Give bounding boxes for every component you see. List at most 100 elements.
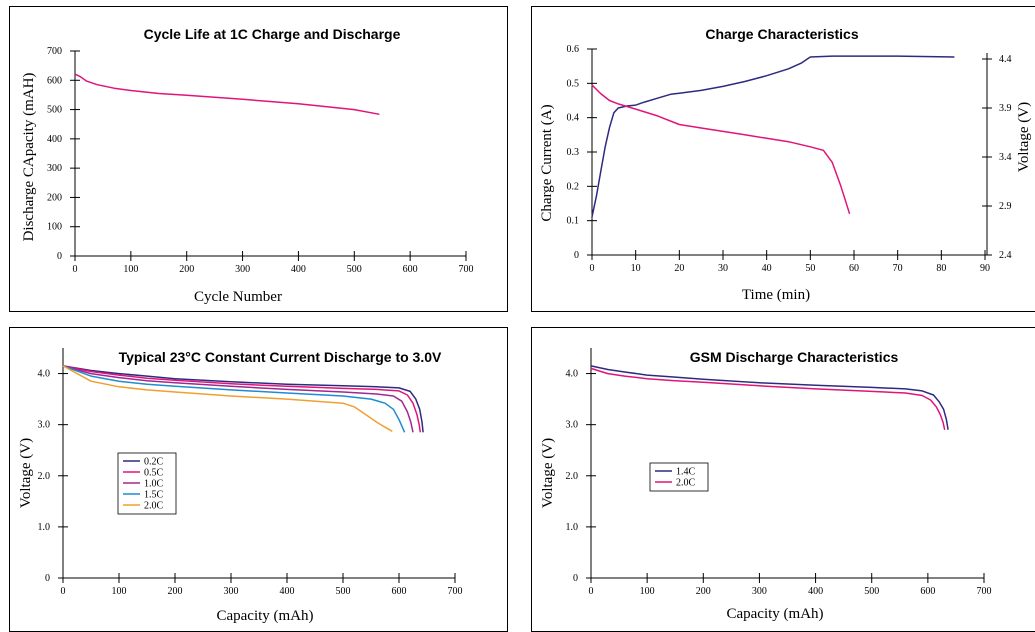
x-tick-label: 500	[864, 586, 879, 597]
series-line	[591, 84, 851, 215]
chart-constant-current-discharge: Typical 23°C Constant Current Discharge …	[9, 327, 508, 632]
chart-title: Cycle Life at 1C Charge and Discharge	[144, 26, 401, 42]
x-tick-label: 200	[168, 586, 183, 597]
x-tick-label: 70	[893, 263, 903, 274]
y-tick-label: 100	[47, 222, 62, 233]
x-tick-label: 200	[179, 264, 194, 275]
x-tick-label: 700	[459, 264, 474, 275]
legend-label: 2.0C	[676, 478, 696, 489]
y-axis-label: Voltage (V)	[18, 438, 34, 508]
y-tick-label: 0.6	[567, 44, 580, 55]
chart-svg: Charge Characteristics Time (min) Charge…	[539, 26, 1032, 303]
series-line	[590, 365, 949, 430]
x-axis-label: Capacity (mAh)	[726, 606, 823, 622]
y-tick-label: 2.0	[566, 471, 579, 482]
x-tick-label: 0	[590, 263, 595, 274]
x-tick-label: 0	[73, 264, 78, 275]
y-tick-label: 0	[57, 251, 62, 262]
x-tick-label: 300	[224, 586, 239, 597]
y-tick-label: 0	[573, 573, 578, 584]
y-tick-label: 500	[47, 105, 62, 116]
legend-box	[649, 462, 709, 492]
chart-svg: Cycle Life at 1C Charge and Discharge Cy…	[21, 26, 474, 305]
x-tick-label: 40	[762, 263, 772, 274]
y-axis-label: Voltage (V)	[540, 438, 556, 508]
y2-tick-label: 3.9	[999, 103, 1012, 114]
y-axis-label: Charge Current (A)	[539, 104, 555, 221]
x-tick-label: 300	[752, 586, 767, 597]
y-tick-label: 0	[45, 573, 50, 584]
x-tick-label: 700	[448, 586, 463, 597]
x-tick-label: 20	[674, 263, 684, 274]
legend-label: 2.0C	[144, 501, 164, 512]
y-tick-label: 0.1	[567, 216, 580, 227]
x-axis-label: Time (min)	[742, 287, 810, 303]
y-tick-label: 4.0	[566, 369, 579, 380]
x-tick-label: 400	[808, 586, 823, 597]
y-tick-label: 4.0	[38, 369, 51, 380]
x-tick-label: 50	[805, 263, 815, 274]
y-tick-label: 0.3	[567, 147, 580, 158]
x-axis-label: Cycle Number	[194, 289, 282, 305]
series-line	[591, 55, 955, 217]
x-tick-label: 30	[718, 263, 728, 274]
x-tick-label: 100	[640, 586, 655, 597]
x-tick-label: 400	[280, 586, 295, 597]
series-line	[62, 365, 414, 433]
series-line	[62, 365, 393, 432]
series-line	[74, 73, 380, 116]
x-tick-label: 400	[291, 264, 306, 275]
x-tick-label: 80	[936, 263, 946, 274]
chart-title: Charge Characteristics	[705, 26, 859, 42]
y-tick-label: 1.0	[566, 522, 579, 533]
chart-svg: Typical 23°C Constant Current Discharge …	[18, 348, 463, 624]
series-line	[62, 365, 406, 433]
x-tick-label: 700	[977, 586, 992, 597]
y-tick-label: 0.4	[567, 113, 580, 124]
x-tick-label: 100	[112, 586, 127, 597]
y-tick-label: 400	[47, 134, 62, 145]
y-tick-label: 3.0	[38, 420, 51, 431]
legend-label: 1.4C	[676, 467, 696, 478]
legend-label: 1.0C	[144, 479, 164, 490]
y-tick-label: 600	[47, 75, 62, 86]
legend-label: 1.5C	[144, 490, 164, 501]
x-tick-label: 500	[336, 586, 351, 597]
x-tick-label: 100	[123, 264, 138, 275]
x-tick-label: 0	[589, 586, 594, 597]
y2-tick-label: 4.4	[999, 54, 1012, 65]
x-tick-label: 90	[980, 263, 990, 274]
x-tick-label: 200	[696, 586, 711, 597]
chart-title: Typical 23°C Constant Current Discharge …	[119, 349, 442, 365]
chart-svg: GSM Discharge Characteristics Capacity (…	[540, 348, 992, 622]
chart-charge-characteristics: Charge Characteristics Time (min) Charge…	[531, 6, 1035, 312]
x-axis-label: Capacity (mAh)	[216, 608, 313, 624]
x-tick-label: 60	[849, 263, 859, 274]
y2-tick-label: 2.4	[999, 250, 1012, 261]
x-tick-label: 600	[392, 586, 407, 597]
x-tick-label: 600	[920, 586, 935, 597]
y-tick-label: 200	[47, 192, 62, 203]
y-tick-label: 300	[47, 163, 62, 174]
x-tick-label: 600	[403, 264, 418, 275]
y-tick-label: 0.5	[567, 78, 580, 89]
chart-cycle-life: Cycle Life at 1C Charge and Discharge Cy…	[9, 6, 508, 312]
y2-tick-label: 3.4	[999, 152, 1012, 163]
y-tick-label: 3.0	[566, 420, 579, 431]
y2-axis-label: Voltage (V)	[1016, 102, 1032, 172]
y-tick-label: 0	[574, 250, 579, 261]
y-tick-label: 0.2	[567, 181, 580, 192]
y-tick-label: 700	[47, 46, 62, 57]
x-tick-label: 0	[61, 586, 66, 597]
series-line	[62, 365, 422, 433]
legend-label: 0.2C	[144, 457, 164, 468]
y-tick-label: 2.0	[38, 471, 51, 482]
legend-label: 0.5C	[144, 468, 164, 479]
y2-tick-label: 2.9	[999, 201, 1012, 212]
y-axis-label: Discharge CApacity (mAH)	[21, 73, 37, 242]
x-tick-label: 10	[631, 263, 641, 274]
y-tick-label: 1.0	[38, 522, 51, 533]
series-line	[62, 365, 424, 433]
x-tick-label: 500	[347, 264, 362, 275]
series-line	[590, 367, 946, 430]
